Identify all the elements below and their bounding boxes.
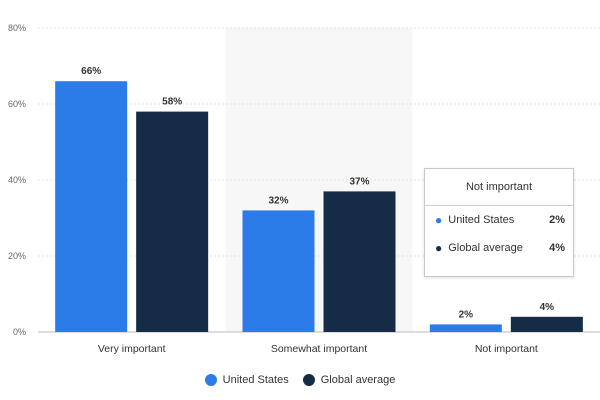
tooltip-row-global-average: ● Global average 4% [425, 234, 573, 262]
legend-item-global-average[interactable]: Global average [302, 374, 396, 386]
y-tick-label: 20% [8, 251, 26, 261]
tooltip-series-name: Global average [448, 242, 523, 254]
legend-dot-united-states [204, 374, 217, 386]
y-tick-label: 40% [8, 175, 26, 185]
legend-item-united-states[interactable]: United States [204, 374, 289, 386]
data-label: 58% [162, 97, 182, 108]
tooltip-title: Not important [425, 169, 573, 206]
legend-label-united-states: United States [222, 374, 289, 386]
bar-united-states[interactable] [242, 210, 315, 332]
tooltip-dot-icon: ● [435, 241, 443, 255]
tooltip-series-value: 4% [549, 242, 565, 254]
bar-global-average[interactable] [323, 191, 396, 332]
data-label: 37% [349, 176, 369, 187]
tooltip: Not important ● United States 2% ● Globa… [424, 168, 574, 277]
x-category-label: Somewhat important [271, 343, 367, 355]
tooltip-dot-icon: ● [435, 213, 443, 227]
bar-united-states[interactable] [429, 324, 502, 332]
bar-global-average[interactable] [510, 316, 583, 332]
data-label: 4% [540, 302, 555, 313]
bar-global-average[interactable] [136, 111, 209, 332]
tooltip-row-united-states: ● United States 2% [425, 206, 573, 234]
legend-label-global-average: Global average [320, 374, 396, 386]
y-tick-label: 80% [8, 23, 26, 33]
tooltip-series-name: United States [448, 214, 515, 226]
data-label: 2% [459, 309, 474, 320]
data-label: 66% [81, 66, 101, 77]
x-category-label: Not important [475, 343, 538, 355]
legend-dot-global-average [302, 374, 315, 386]
data-label: 32% [268, 195, 288, 206]
tooltip-series-value: 2% [549, 214, 565, 226]
x-category-label: Very important [98, 343, 166, 355]
y-tick-label: 0% [13, 327, 26, 337]
bar-united-states[interactable] [55, 81, 128, 332]
y-tick-label: 60% [8, 99, 26, 109]
legend: United States Global average [0, 374, 600, 386]
